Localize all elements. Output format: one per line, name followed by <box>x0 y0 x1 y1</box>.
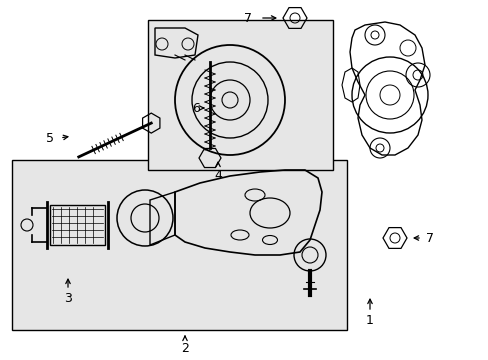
Text: 4: 4 <box>214 168 222 181</box>
Text: 1: 1 <box>366 314 373 327</box>
Text: 5: 5 <box>46 131 54 144</box>
Text: 7: 7 <box>244 12 251 24</box>
Text: 3: 3 <box>64 292 72 305</box>
Text: 2: 2 <box>181 342 188 355</box>
Text: 7: 7 <box>425 231 433 244</box>
Bar <box>148 20 332 170</box>
Text: 6: 6 <box>192 102 200 114</box>
Bar <box>12 160 346 330</box>
Bar <box>50 205 105 245</box>
